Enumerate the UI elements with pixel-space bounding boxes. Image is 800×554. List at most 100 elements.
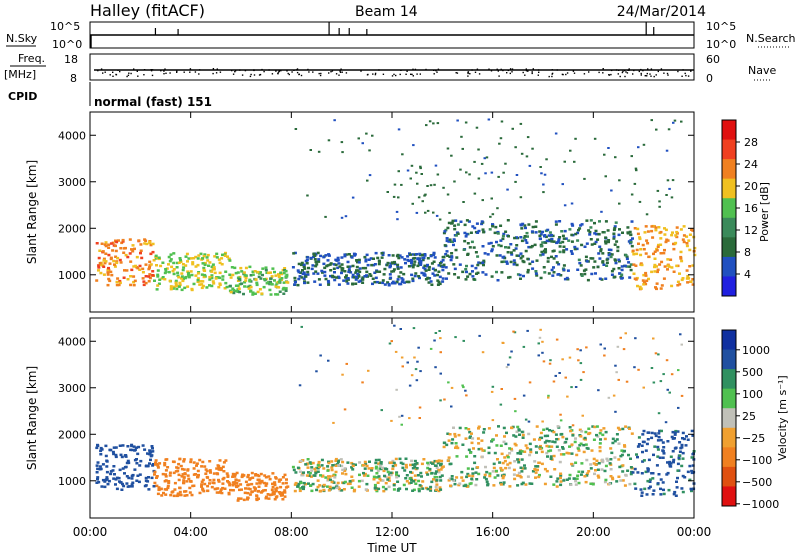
range-cell (652, 252, 655, 256)
range-cell (363, 472, 367, 476)
range-cell (637, 368, 640, 371)
range-cell (106, 273, 110, 276)
range-cell (187, 275, 191, 279)
range-cell (279, 485, 283, 489)
range-cell (438, 475, 442, 479)
range-cell (647, 487, 651, 490)
range-cell (400, 356, 404, 359)
range-cell (228, 284, 232, 288)
range-cell (369, 274, 373, 277)
range-cell (580, 462, 584, 465)
range-cell (142, 283, 146, 287)
range-cell (386, 191, 389, 193)
range-cell (477, 427, 480, 430)
range-cell (202, 255, 206, 258)
range-cell (680, 259, 684, 263)
range-cell (273, 270, 276, 274)
range-cell (414, 272, 418, 275)
range-cell (497, 425, 500, 428)
range-cell (327, 477, 331, 481)
range-cell (586, 447, 590, 450)
range-cell (274, 293, 278, 296)
range-cell (179, 464, 183, 468)
range-cell (385, 263, 389, 267)
range-cell (403, 281, 407, 284)
range-cell (368, 460, 371, 463)
range-cell (338, 265, 342, 268)
range-cell (623, 264, 627, 268)
range-cell (227, 257, 231, 261)
nave-point (561, 73, 564, 76)
range-cell (271, 491, 275, 494)
range-cell (642, 429, 646, 433)
range-cell (415, 467, 419, 470)
nave-point (660, 68, 663, 70)
range-cell (221, 486, 225, 490)
range-cell (520, 152, 524, 155)
range-cell (247, 287, 251, 290)
range-cell (491, 470, 495, 473)
range-cell (355, 269, 358, 272)
range-cell (688, 265, 692, 268)
range-cell (390, 270, 394, 273)
range-cell (300, 261, 304, 265)
range-cell (460, 476, 464, 479)
colorbar-swatch (722, 369, 736, 390)
range-cell (387, 254, 391, 257)
nave-point (339, 71, 342, 73)
range-cell (107, 253, 111, 257)
range-cell (372, 478, 376, 481)
range-cell (681, 490, 685, 494)
range-cell (596, 435, 600, 438)
nave-point (169, 72, 171, 74)
nave-point (335, 73, 338, 75)
range-cell (659, 438, 663, 442)
range-cell (355, 276, 359, 280)
range-cell (477, 261, 481, 264)
range-cell (574, 232, 578, 236)
range-cell (156, 464, 160, 467)
range-cell (599, 249, 603, 253)
range-cell (562, 245, 566, 248)
nave-point (496, 68, 498, 70)
range-cell (285, 280, 289, 284)
range-cell (378, 270, 382, 273)
range-cell (453, 180, 456, 183)
range-cell (135, 479, 139, 482)
range-cell (320, 464, 324, 467)
range-cell (477, 148, 480, 151)
range-cell (636, 471, 640, 474)
range-cell (584, 255, 588, 259)
range-cell (368, 149, 371, 152)
range-cell (492, 462, 496, 466)
velocity-colorbar-label: Velocity [m s⁻¹] (776, 375, 789, 460)
range-cell (430, 471, 434, 475)
range-cell (468, 173, 471, 176)
range-cell (407, 259, 411, 263)
range-cell (339, 458, 343, 461)
nave-point (478, 73, 481, 75)
range-cell (165, 458, 169, 461)
range-cell (326, 485, 329, 488)
range-cell (235, 485, 239, 489)
range-cell (379, 461, 383, 464)
range-cell (476, 263, 480, 267)
range-cell (122, 276, 126, 279)
range-cell (242, 292, 245, 296)
nave-point (109, 74, 111, 76)
range-cell (442, 263, 446, 267)
range-cell (619, 454, 623, 458)
range-cell (424, 269, 428, 272)
range-cell (172, 471, 176, 475)
range-cell (457, 433, 461, 437)
range-cell (331, 474, 335, 478)
range-cell (599, 438, 602, 441)
range-cell (434, 470, 438, 473)
range-cell (430, 283, 434, 286)
range-cell (305, 258, 309, 262)
range-cell (641, 460, 645, 463)
range-cell (365, 253, 369, 257)
range-cell (276, 293, 280, 296)
range-cell (657, 226, 661, 229)
range-cell (559, 480, 563, 483)
